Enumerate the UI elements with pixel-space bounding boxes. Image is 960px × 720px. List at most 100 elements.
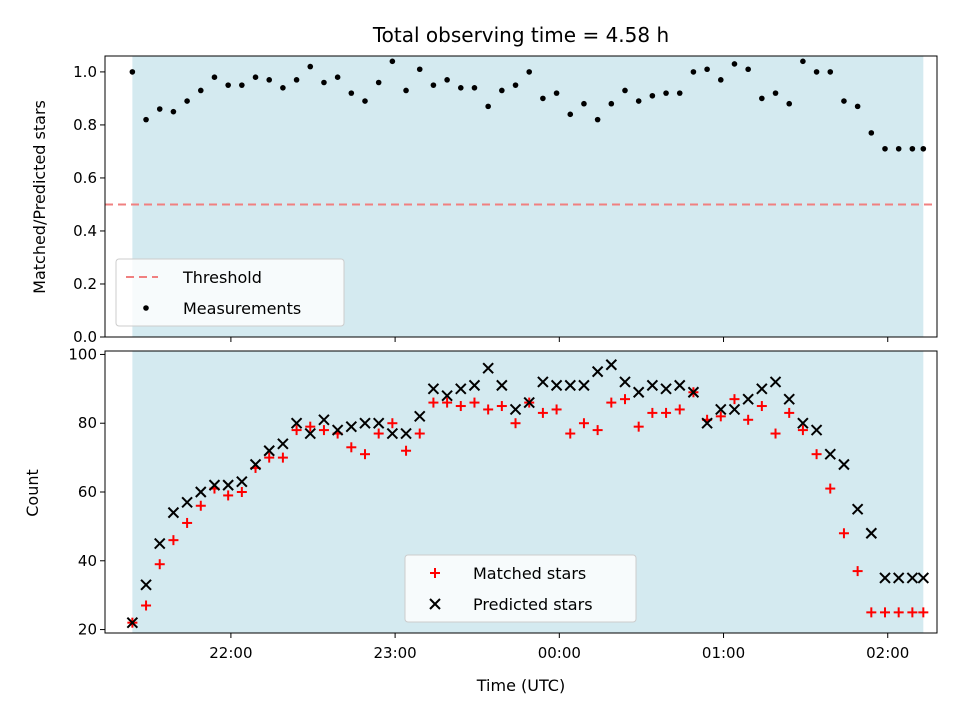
- measurement-point: [266, 77, 273, 83]
- matched-star-point: [469, 397, 480, 408]
- measurement-point: [745, 66, 751, 73]
- matched-star-point: [360, 449, 370, 460]
- measurement-point: [608, 100, 615, 107]
- cross-stroke-b: [414, 410, 426, 423]
- measurement-point: [581, 100, 587, 107]
- measurement-point: [197, 87, 204, 94]
- predicted-star-point: [865, 527, 878, 539]
- measurement-point: [786, 100, 793, 107]
- matched-star-point: [866, 607, 877, 618]
- top-ylabel: Matched/Predicted stars: [30, 100, 49, 294]
- predicted-star-point: [619, 376, 631, 388]
- matched-star-point: [756, 401, 767, 412]
- cross-stroke-b: [523, 396, 535, 409]
- predicted-star-point: [550, 379, 563, 392]
- predicted-star-point: [318, 414, 330, 426]
- predicted-star-point: [564, 379, 576, 392]
- predicted-star-point: [509, 403, 522, 416]
- predicted-star-point: [523, 396, 535, 409]
- predicted-star-point: [783, 393, 795, 405]
- cross-stroke-b: [441, 390, 453, 402]
- predicted-star-point: [400, 427, 412, 440]
- xtick-label: 02:00: [866, 644, 909, 662]
- top-plot-frame: [104, 55, 938, 338]
- cross-stroke-b: [222, 479, 234, 491]
- matched-star-point: [620, 394, 630, 405]
- cross-stroke-b: [783, 393, 795, 405]
- predicted-star-point: [674, 379, 686, 392]
- measurement-point: [920, 145, 927, 152]
- cross-stroke-b: [468, 379, 481, 392]
- predicted-star-point: [496, 379, 508, 392]
- cross-stroke-b: [605, 359, 618, 371]
- matched-star-point: [606, 397, 617, 408]
- legend-predicted-label: Predicted stars: [473, 595, 593, 614]
- cross-stroke-b: [304, 427, 316, 440]
- measurement-point: [895, 145, 902, 152]
- cross-stroke-b: [277, 438, 289, 450]
- cross-stroke-b: [345, 420, 358, 433]
- predicted-star-point: [742, 393, 754, 405]
- cross-stroke-b: [687, 386, 700, 398]
- bottom-legend-box: [404, 554, 637, 623]
- cross-stroke-b: [550, 379, 563, 392]
- matched-star-point: [373, 428, 384, 439]
- measurement-point: [362, 98, 368, 104]
- measurement-point: [759, 95, 765, 102]
- predicted-star-point: [441, 390, 453, 402]
- top-ytick-label: 0.6: [73, 169, 97, 187]
- measurement-point: [731, 61, 738, 67]
- predicted-star-point: [181, 496, 193, 509]
- measurement-point: [430, 82, 437, 88]
- cross-stroke-b: [236, 475, 248, 488]
- measurement-point: [471, 85, 478, 91]
- top-ytick-label: 0.8: [73, 116, 97, 134]
- bottom-ytick-label: 40: [78, 552, 97, 570]
- legend-matched-swatch: [430, 568, 440, 578]
- cross-stroke-b: [674, 379, 686, 392]
- matched-star-point: [387, 418, 398, 429]
- cross-stroke-b: [810, 424, 823, 436]
- measurement-point: [800, 58, 806, 65]
- predicted-star-point: [167, 506, 180, 519]
- cross-stroke-b: [619, 376, 631, 388]
- measurement-point: [184, 98, 190, 104]
- measurement-point: [649, 92, 656, 99]
- matched-star-point: [811, 449, 822, 460]
- measurement-point: [676, 90, 683, 96]
- cross-stroke-b: [660, 383, 672, 395]
- measurement-point: [499, 87, 505, 94]
- measurement-point: [540, 95, 546, 102]
- matched-star-point: [414, 428, 425, 439]
- predicted-star-point: [236, 475, 248, 488]
- legend-threshold-label: Threshold: [182, 268, 262, 287]
- measurement-point: [307, 63, 314, 70]
- measurement-point: [252, 74, 259, 81]
- top-ytick-label: 0.4: [73, 222, 97, 240]
- measurement-point: [772, 90, 779, 96]
- predicted-star-point: [482, 362, 494, 374]
- measurement-point: [512, 82, 519, 88]
- predicted-star-point: [756, 383, 768, 395]
- matched-star-point: [346, 442, 357, 453]
- measurement-point: [225, 82, 231, 88]
- matched-star-point: [893, 607, 904, 618]
- matched-star-point: [154, 559, 165, 570]
- predicted-star-point: [660, 383, 672, 395]
- cross-stroke-b: [742, 393, 754, 405]
- cross-stroke-b: [769, 376, 782, 388]
- matched-star-point: [565, 428, 576, 439]
- predicted-star-point: [331, 424, 344, 436]
- matched-star-point: [633, 421, 644, 432]
- cross-stroke-b: [249, 458, 262, 471]
- measurement-point: [143, 116, 149, 123]
- predicted-star-point: [386, 427, 399, 440]
- measurement-point: [704, 66, 710, 73]
- predicted-star-point: [906, 572, 919, 584]
- matched-star-point: [674, 404, 685, 415]
- xtick-label: 23:00: [373, 644, 416, 662]
- predicted-star-point: [277, 438, 289, 450]
- matched-star-point: [537, 407, 548, 418]
- predicted-star-point: [222, 479, 234, 491]
- predicted-star-point: [632, 386, 645, 398]
